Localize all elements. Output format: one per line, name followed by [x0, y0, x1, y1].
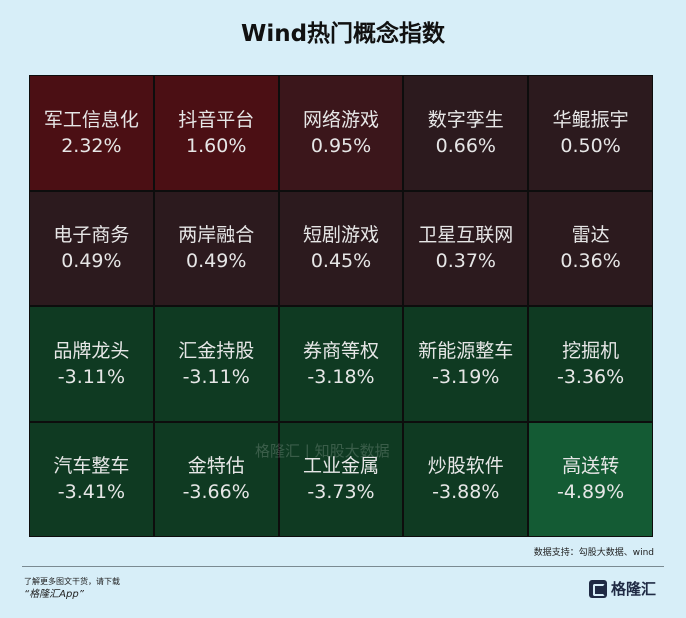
heatmap-cell: 品牌龙头 -3.11% [30, 307, 153, 421]
heatmap-cell: 数字孪生 0.66% [404, 76, 528, 190]
app-name: “格隆汇App” [24, 589, 84, 600]
brand-logo: 格隆汇 [588, 578, 656, 599]
footer-note: 了解更多图文干货，请下载 “格隆汇App” [24, 575, 120, 601]
cell-change-value: 0.37% [435, 250, 496, 273]
heatmap-cell: 炒股软件 -3.88% [404, 422, 528, 536]
cell-change-value: -3.88% [432, 481, 500, 504]
cell-change-value: 0.50% [560, 134, 621, 157]
cell-concept-name: 短剧游戏 [302, 224, 379, 247]
heatmap-cell: 新能源整车 -3.19% [404, 307, 528, 421]
heatmap-cell: 卫星互联网 0.37% [404, 191, 528, 305]
cell-concept-name: 品牌龙头 [53, 339, 130, 362]
footer-divider [22, 566, 664, 567]
cell-change-value: -3.36% [556, 365, 625, 388]
cell-change-value: 0.45% [310, 250, 372, 273]
cell-concept-name: 抖音平台 [178, 108, 255, 131]
heatmap-cell: 华鲲振宇 0.50% [529, 76, 652, 190]
cell-change-value: 2.32% [61, 134, 122, 157]
cell-change-value: 0.36% [560, 250, 621, 273]
cell-change-value: -3.41% [57, 481, 125, 504]
cell-change-value: 0.66% [435, 134, 496, 157]
heatmap-cell: 挖掘机 -3.36% [529, 307, 652, 421]
data-source-note: 数据支持：勾股大数据、wind [533, 548, 654, 558]
cell-concept-name: 汇金持股 [178, 339, 255, 362]
cell-change-value: 1.60% [186, 134, 247, 157]
cell-change-value: -3.11% [182, 365, 250, 388]
heatmap-grid: 军工信息化 2.32% 抖音平台 1.60% 网络游戏 0.95% 数字孪生 0.66% 华鲲振… [29, 75, 653, 537]
brand-name: 格隆汇 [610, 580, 656, 598]
cell-concept-name: 炒股软件 [427, 455, 504, 478]
heatmap-cell: 短剧游戏 0.45% [279, 191, 403, 305]
cell-change-value: -3.19% [432, 365, 500, 388]
cell-change-value: 0.49% [186, 250, 247, 273]
cell-concept-name: 券商等权 [302, 339, 379, 362]
heatmap-cell: 汇金持股 -3.11% [154, 307, 278, 421]
cell-concept-name: 汽车整车 [53, 455, 130, 478]
chart-title: Wind热门概念指数 [240, 21, 446, 47]
cell-change-value: -4.89% [556, 481, 625, 504]
heatmap-cell: 汽车整车 -3.41% [30, 422, 153, 536]
heatmap-cell: 电子商务 0.49% [30, 191, 153, 305]
cell-concept-name: 金特估 [187, 455, 245, 478]
cell-concept-name: 雷达 [571, 224, 610, 247]
heatmap-cell: 两岸融合 0.49% [154, 191, 278, 305]
heatmap-cell: 金特估 -3.66% [154, 422, 278, 536]
cell-concept-name: 数字孪生 [427, 108, 504, 131]
cell-change-value: -3.11% [57, 365, 125, 388]
heatmap-cell: 军工信息化 2.32% [30, 76, 153, 190]
cell-change-value: -3.73% [307, 481, 375, 504]
cell-concept-name: 高送转 [562, 455, 620, 478]
heatmap-cell: 券商等权 -3.18% [279, 307, 403, 421]
cell-concept-name: 华鲲振宇 [552, 108, 629, 131]
heatmap-cell: 高送转 -4.89% [529, 422, 652, 536]
cell-change-value: -3.18% [307, 365, 375, 388]
cell-change-value: 0.95% [310, 134, 372, 157]
cell-change-value: -3.66% [182, 481, 250, 504]
cell-concept-name: 军工信息化 [43, 108, 139, 131]
cell-concept-name: 电子商务 [53, 224, 130, 247]
heatmap-cell: 雷达 0.36% [529, 191, 652, 305]
cell-concept-name: 新能源整车 [418, 339, 514, 362]
brand-mark-icon [588, 579, 607, 598]
cell-concept-name: 网络游戏 [302, 108, 379, 131]
cell-concept-name: 挖掘机 [562, 339, 620, 362]
cell-concept-name: 两岸融合 [178, 224, 255, 247]
heatmap-cell: 工业金属 -3.73% [279, 422, 403, 536]
heatmap-cell: 抖音平台 1.60% [154, 76, 278, 190]
download-prompt: 了解更多图文干货，请下载 [24, 577, 120, 586]
cell-concept-name: 卫星互联网 [418, 224, 514, 247]
heatmap-cell: 网络游戏 0.95% [279, 76, 403, 190]
cell-concept-name: 工业金属 [302, 455, 379, 478]
cell-change-value: 0.49% [61, 250, 122, 273]
